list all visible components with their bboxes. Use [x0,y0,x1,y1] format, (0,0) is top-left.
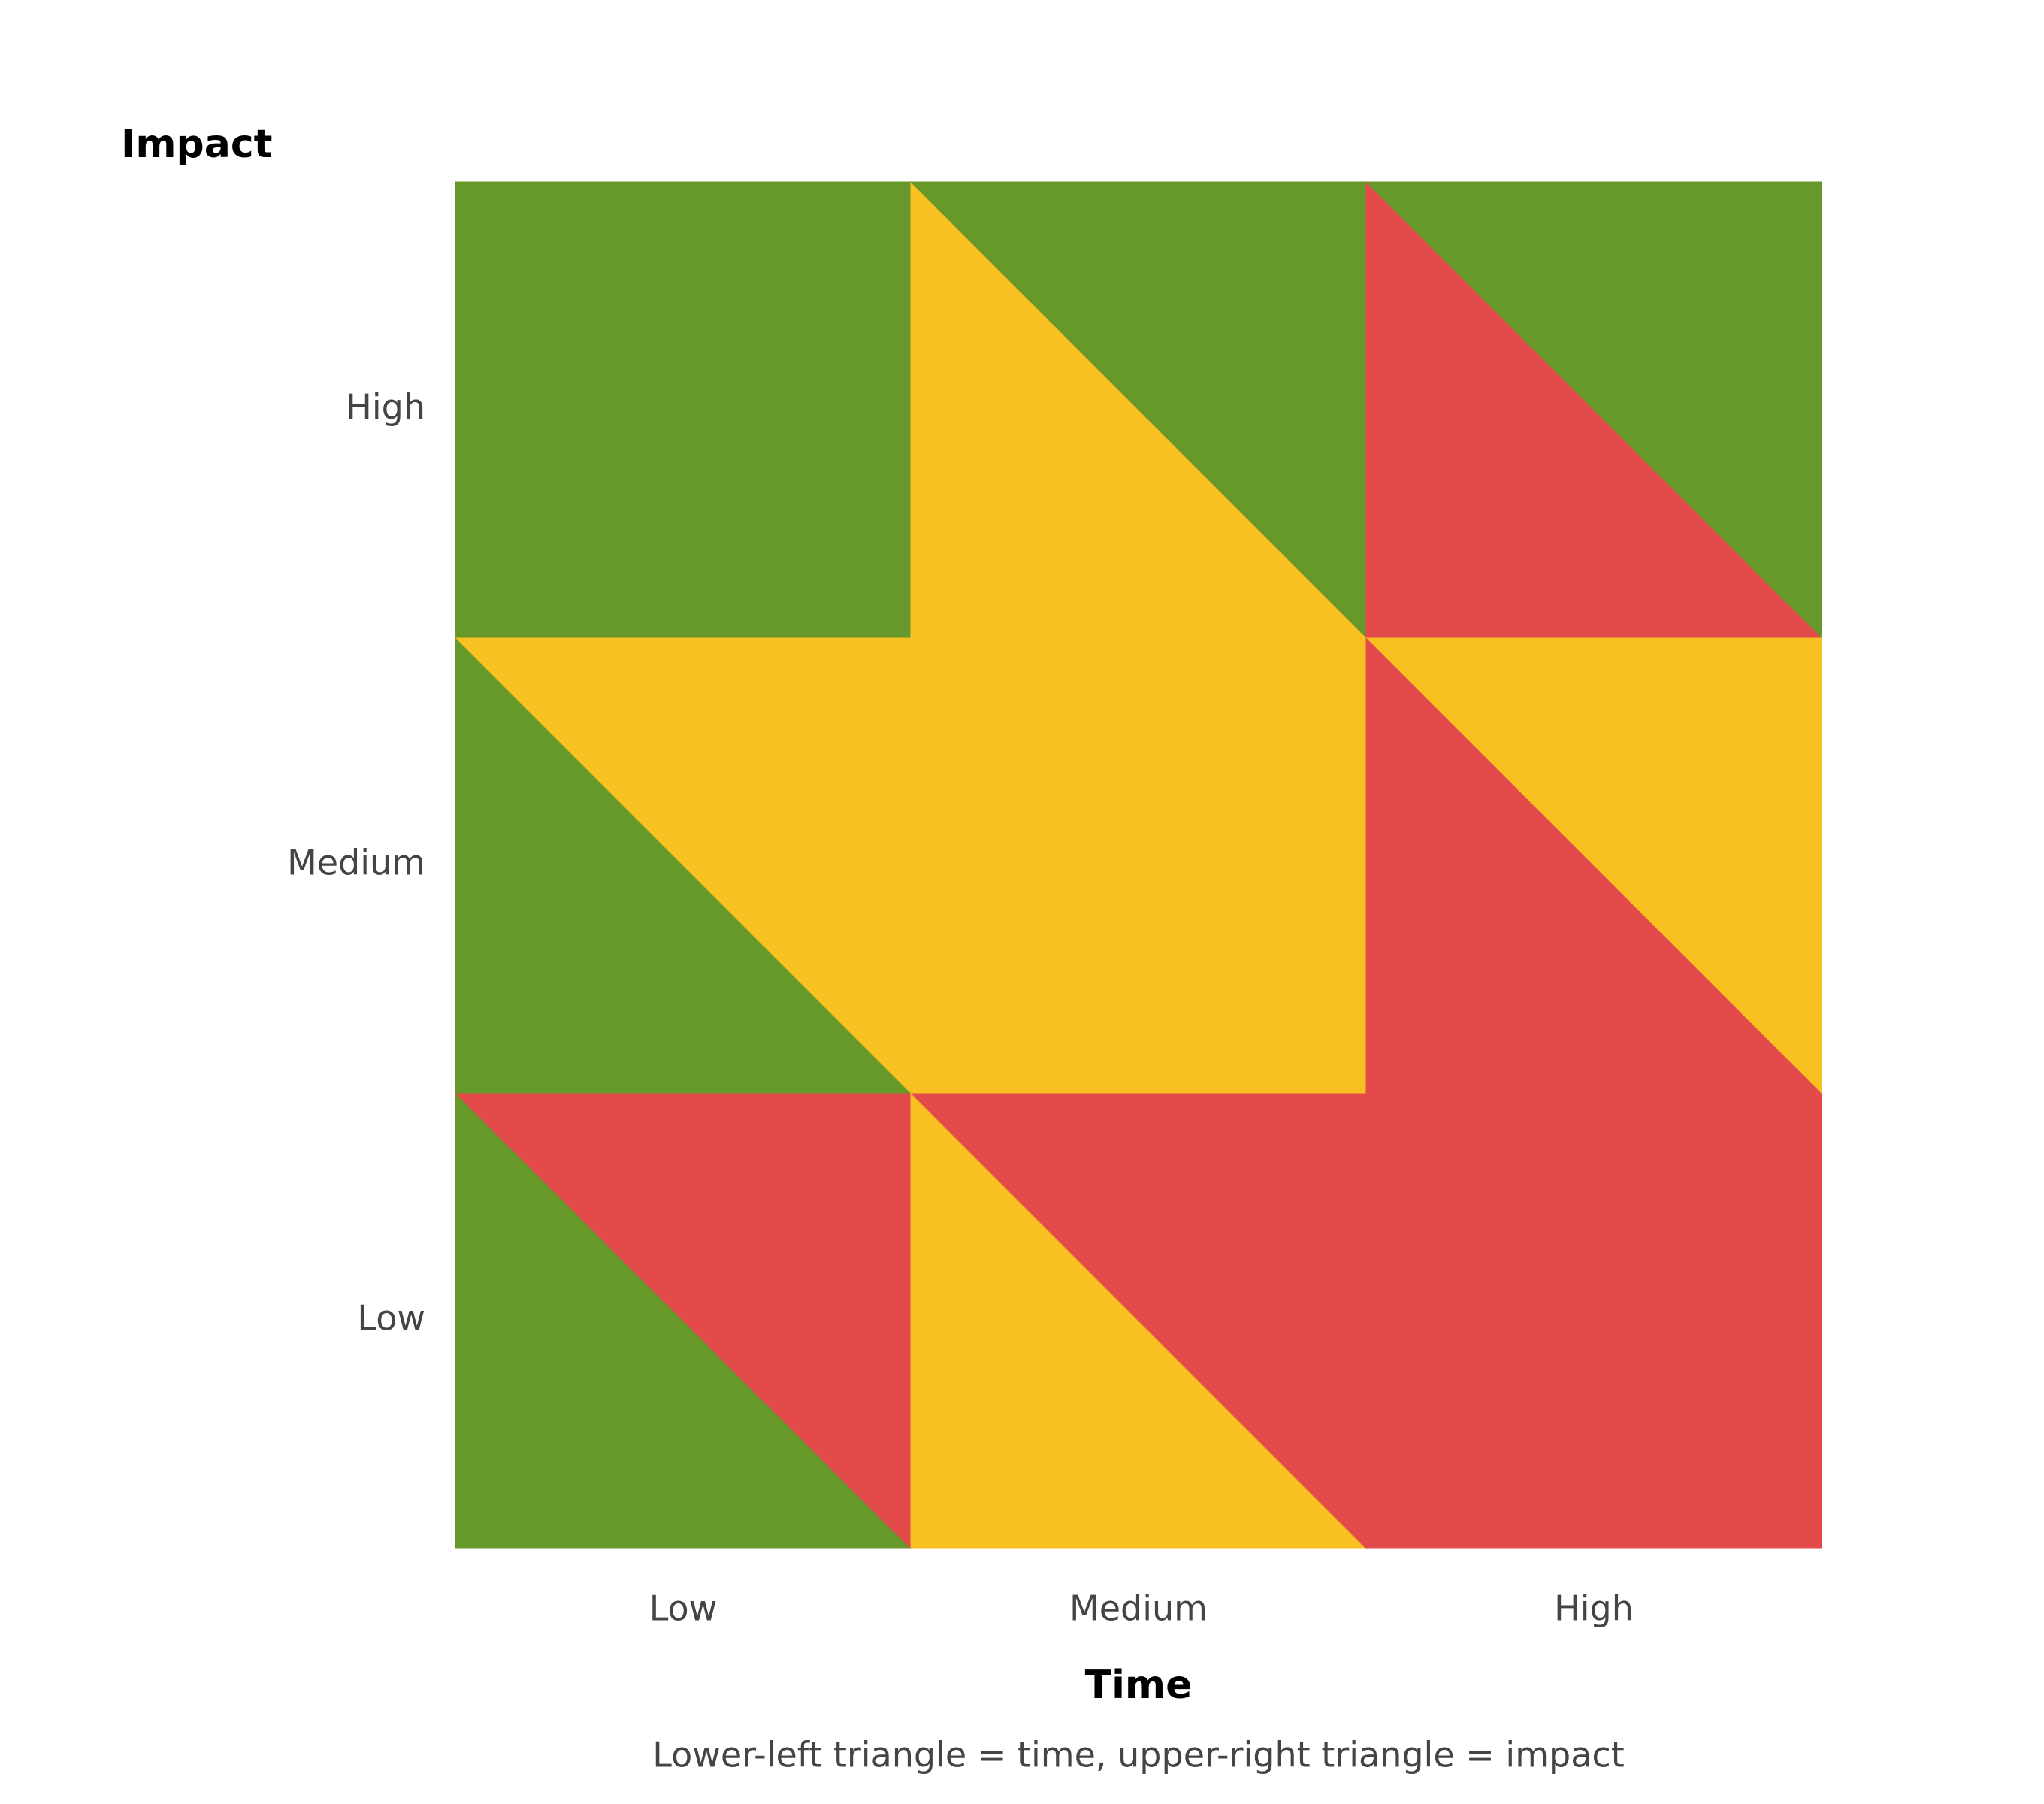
x-label: Low [649,1588,718,1629]
x-axis-title: Time [1085,1663,1193,1708]
x-label: High [1554,1588,1634,1629]
y-axis-title: Impact [121,122,273,167]
impact-triangle [1365,181,1822,639]
x-label: Medium [1069,1588,1208,1629]
y-label: Medium [287,843,425,883]
y-label: High [346,387,425,428]
caption: Lower-left triangle = time, upper-right … [652,1735,1624,1775]
y-label: Low [357,1298,425,1339]
